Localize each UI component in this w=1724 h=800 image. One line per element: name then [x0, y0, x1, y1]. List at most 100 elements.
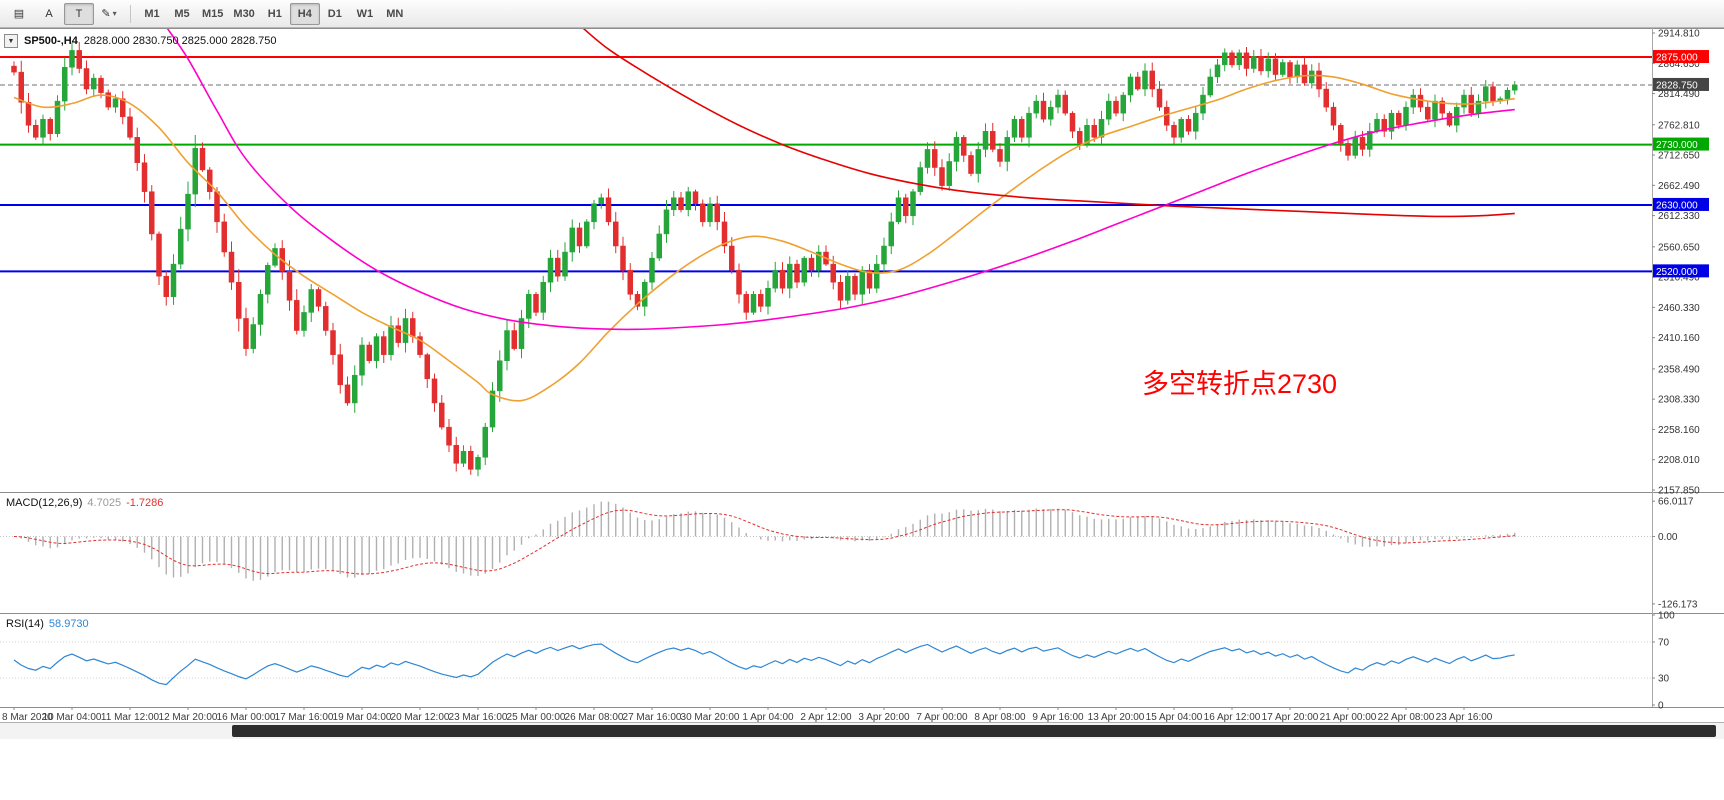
- timeframe-h4[interactable]: H4: [289, 2, 320, 25]
- time-axis-label: 21 Apr 00:00: [1320, 712, 1377, 723]
- time-axis-label: 17 Mar 16:00: [275, 712, 334, 723]
- chart-title: ▼ SP500-,H4 2828.000 2830.750 2825.000 2…: [4, 34, 277, 48]
- time-axis-label: 7 Apr 00:00: [916, 712, 968, 723]
- price-badge-label: 2828.750: [1656, 80, 1698, 91]
- time-axis-label: 10 Mar 04:00: [43, 712, 102, 723]
- time-axis-label: 3 Apr 20:00: [858, 712, 910, 723]
- price-badge: [1653, 264, 1709, 278]
- time-axis-label: 11 Mar 12:00: [101, 712, 160, 723]
- time-axis-label: 9 Apr 16:00: [1032, 712, 1084, 723]
- moving-average-lines: [13, 28, 1515, 402]
- timeframe-w1[interactable]: W1: [356, 7, 374, 20]
- price-axis-label: 2814.490: [1658, 89, 1700, 100]
- price-axis-label: 2560.650: [1658, 242, 1700, 253]
- price-badge-label: 2875.000: [1656, 53, 1698, 64]
- horizontal-line-objects[interactable]: [0, 56, 1652, 273]
- ma-slow-line: [581, 28, 1515, 218]
- price-badge-label: 2730.000: [1656, 140, 1698, 151]
- price-axis-label: 2762.810: [1658, 120, 1700, 131]
- macd-signal-line: [13, 509, 1515, 575]
- collapse-button[interactable]: ▼: [4, 34, 18, 48]
- time-axis-label: 8 Apr 08:00: [974, 712, 1026, 723]
- price-axis-label: 2712.650: [1658, 151, 1700, 162]
- timeframe-d1[interactable]: D1: [327, 7, 342, 20]
- rsi-axis-label: 100: [1658, 611, 1675, 622]
- tick-chart-icon[interactable]: ▤: [13, 8, 25, 20]
- macd-axis-label: 66.0117: [1658, 497, 1694, 508]
- price-axis-label: 2208.010: [1658, 455, 1700, 466]
- time-axis-label: 13 Apr 20:00: [1088, 712, 1145, 723]
- price-axis-label: 2662.490: [1658, 181, 1700, 192]
- draw-tool[interactable]: ✎ ▾: [101, 8, 117, 20]
- price-axis-label: 2612.330: [1658, 211, 1700, 222]
- price-axis-label: 2510.490: [1658, 273, 1700, 284]
- timeframe-h1[interactable]: H1: [267, 7, 282, 20]
- rsi-indicator-label: RSI(14) 58.9730: [6, 618, 89, 630]
- time-axis-label: 15 Apr 04:00: [1146, 712, 1203, 723]
- chart-window: 2914.810 2864.650 2814.490 2762.810 2712.650…: [0, 28, 1724, 800]
- macd-main-value: 4.7025: [87, 497, 122, 509]
- cursor-tool[interactable]: A: [45, 7, 53, 20]
- toolbar-separator: [130, 4, 131, 23]
- rsi-value: 58.9730: [48, 618, 89, 630]
- timeframe-mn[interactable]: MN: [386, 7, 404, 20]
- rsi-axis-label: 0: [1658, 701, 1664, 712]
- macd-name: MACD(12,26,9): [6, 497, 83, 509]
- price-badge-label: 2520.000: [1656, 267, 1698, 278]
- time-axis-label: 23 Mar 16:00: [449, 712, 508, 723]
- macd-histogram: [20, 501, 1516, 581]
- time-axis-label: 27 Mar 16:00: [623, 712, 682, 723]
- price-badge: [1653, 50, 1709, 64]
- macd-indicator-label: MACD(12,26,9) 4.7025 -1.7286: [6, 497, 163, 509]
- timeframe-m30[interactable]: M30: [233, 7, 255, 20]
- macd-axis-label: -126.173: [1658, 599, 1698, 610]
- text-label-tool[interactable]: T: [64, 2, 94, 25]
- macd-axis-label: 0.00: [1658, 532, 1678, 543]
- price-badge: [1653, 197, 1709, 211]
- rsi-axis-label: 30: [1658, 674, 1670, 685]
- timeframe-buttons: M1 M5 M15 M30 H1 H4 D1 W1 MN: [137, 2, 410, 25]
- time-axis-label: 1 Apr 04:00: [742, 712, 794, 723]
- ma-mid-line: [166, 28, 1515, 331]
- rsi-axis-label: 70: [1658, 638, 1670, 649]
- scrollbar-thumb[interactable]: [232, 725, 1716, 737]
- rsi-name: RSI(14): [6, 618, 44, 630]
- price-axis-label: 2914.810: [1658, 29, 1700, 40]
- chart-canvas[interactable]: 2914.810 2864.650 2814.490 2762.810 2712.650…: [0, 28, 1724, 740]
- time-axis-label: 26 Mar 08:00: [565, 712, 624, 723]
- price-badge: [1653, 137, 1709, 151]
- price-badge: [1653, 77, 1709, 91]
- timeframe-m1[interactable]: M1: [144, 7, 160, 20]
- time-axis-label: 23 Apr 16:00: [1436, 712, 1493, 723]
- price-axis-label: 2460.330: [1658, 303, 1700, 314]
- ohlc-values: 2828.000 2830.750 2825.000 2828.750: [83, 35, 277, 47]
- candlesticks[interactable]: [11, 42, 1518, 477]
- horizontal-scrollbar[interactable]: [0, 722, 1724, 739]
- macd-signal-value: -1.7286: [126, 497, 164, 509]
- symbol-timeframe-label: SP500-,H4: [24, 35, 78, 47]
- time-axis-label: 16 Mar 00:00: [217, 712, 276, 723]
- timeframe-m5[interactable]: M5: [174, 7, 190, 20]
- time-axis-label: 25 Mar 00:00: [507, 712, 566, 723]
- price-axis-label: 2308.330: [1658, 395, 1700, 406]
- ma-fast-line: [13, 74, 1515, 402]
- chevron-down-icon: ▾: [112, 9, 117, 18]
- price-axis-label: 2258.160: [1658, 425, 1700, 436]
- time-axis-label: 16 Apr 12:00: [1204, 712, 1261, 723]
- toolbar: ▤ A T ✎ ▾ M1 M5 M15 M30 H1 H4 D1 W1 MN: [0, 0, 1724, 28]
- chart-text-annotation[interactable]: 多空转折点2730: [1142, 369, 1338, 399]
- time-axis-label: 17 Apr 20:00: [1262, 712, 1319, 723]
- time-axis-label: 19 Mar 04:00: [333, 712, 392, 723]
- timeframe-m15[interactable]: M15: [202, 7, 224, 20]
- time-axis-label: 22 Apr 08:00: [1378, 712, 1435, 723]
- time-axis-label: 2 Apr 12:00: [800, 712, 852, 723]
- time-axis-label: 8 Mar 2020: [2, 712, 53, 723]
- toolbar-left-buttons: ▤ A T ✎ ▾: [4, 2, 124, 25]
- rsi-line: [13, 643, 1515, 686]
- price-badge-label: 2630.000: [1656, 200, 1698, 211]
- time-axis-label: 12 Mar 20:00: [159, 712, 218, 723]
- price-axis-label: 2410.160: [1658, 333, 1700, 344]
- time-axis-label: 20 Mar 12:00: [391, 712, 450, 723]
- price-axis-label: 2157.850: [1658, 486, 1700, 497]
